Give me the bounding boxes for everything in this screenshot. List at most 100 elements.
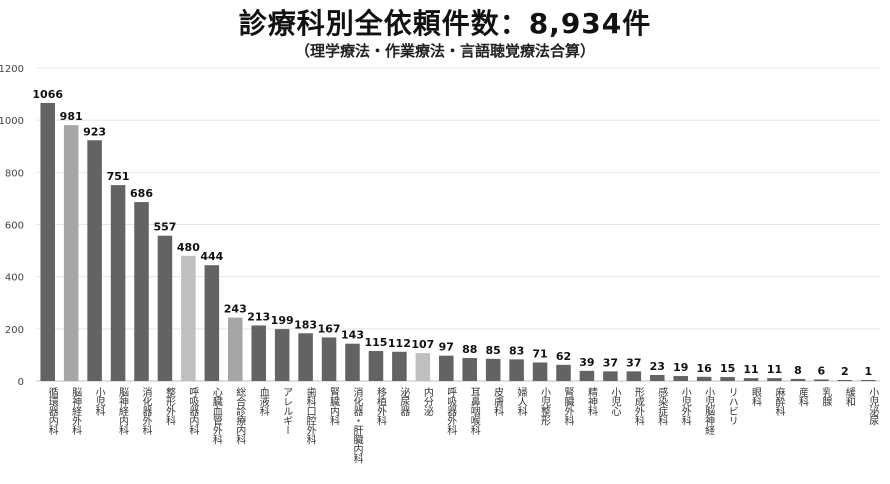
data-label: 213 (247, 310, 270, 323)
data-label: 107 (411, 338, 434, 351)
bar (87, 140, 102, 381)
bar (767, 378, 782, 381)
x-tick-label: 小児科 (93, 387, 105, 417)
x-tick-label: アレルギー (281, 387, 293, 435)
x-tick-label: 小児心 (609, 387, 621, 416)
x-tick-label: 脳神経内科 (117, 387, 129, 436)
data-label: 39 (579, 356, 594, 369)
bar (814, 379, 829, 381)
x-tick-label: 産科 (796, 386, 808, 408)
data-label: 981 (60, 110, 83, 123)
data-label: 1066 (32, 88, 63, 101)
x-tick-label: 循環器内科 (46, 386, 58, 436)
bar (251, 325, 266, 381)
y-tick-label: 200 (5, 325, 24, 336)
bar (415, 353, 431, 381)
y-tick-label: 600 (5, 221, 24, 232)
x-tick-label: 形成外科 (632, 387, 644, 427)
x-tick-label: リハビリ (726, 387, 738, 425)
bar (532, 362, 548, 381)
y-tick-label: 800 (5, 168, 24, 179)
bar (837, 380, 853, 381)
bar (228, 317, 243, 381)
bar (298, 333, 313, 381)
data-label: 37 (603, 356, 618, 369)
data-label: 183 (294, 318, 317, 331)
bar (650, 375, 665, 381)
bar (720, 377, 735, 381)
data-label: 143 (341, 329, 364, 342)
data-label: 167 (318, 322, 341, 335)
data-label: 1 (864, 365, 872, 378)
data-label: 23 (650, 360, 665, 373)
data-label: 444 (200, 250, 223, 263)
data-label: 88 (462, 343, 477, 356)
data-label: 243 (224, 303, 247, 316)
data-label: 686 (130, 187, 153, 200)
x-tick-label: 感染症科 (656, 386, 668, 427)
bar (63, 125, 79, 381)
bar (157, 235, 173, 381)
data-label: 923 (83, 125, 106, 138)
x-tick-label: 腎臓外科 (562, 387, 574, 427)
data-label: 6 (818, 364, 826, 377)
data-label: 15 (720, 362, 735, 375)
bar (603, 371, 618, 381)
data-label: 97 (439, 341, 454, 354)
bar (861, 380, 876, 381)
bar (368, 351, 384, 381)
x-tick-label: 内分泌 (421, 386, 433, 416)
bar (134, 202, 149, 381)
data-label: 16 (697, 362, 713, 375)
data-label: 11 (767, 363, 782, 376)
x-tick-label: 小児脳神経 (703, 387, 715, 435)
data-label: 199 (271, 314, 294, 327)
y-tick-label: 1200 (0, 64, 24, 75)
chart-title: 診療科別全依頼件数：8,934件 (238, 7, 652, 40)
x-tick-label: 小児整形 (539, 387, 551, 427)
bar (743, 378, 759, 381)
x-tick-label: 腎臓内科 (328, 387, 340, 427)
data-label: 112 (388, 337, 411, 350)
x-tick-label: 緩和 (843, 386, 855, 408)
data-label: 19 (673, 361, 688, 374)
x-tick-label: 歯科口腔外科 (304, 386, 316, 446)
bar (204, 265, 220, 381)
bar (673, 376, 688, 381)
bar (485, 358, 501, 381)
data-label: 71 (532, 347, 547, 360)
x-tick-label: 皮膚科 (492, 386, 504, 417)
data-label: 37 (626, 356, 641, 369)
x-tick-label: 乳腺 (820, 386, 832, 408)
data-label: 557 (153, 221, 176, 234)
x-tick-label: 心臓血管外科 (210, 387, 222, 446)
chart-subtitle: （理学療法・作業療法・言語聴覚療法合算） (294, 42, 595, 60)
data-label: 62 (556, 350, 571, 363)
data-label: 115 (364, 336, 387, 349)
bar (392, 351, 407, 381)
x-tick-label: 整形外科 (163, 386, 175, 427)
data-label: 480 (177, 241, 200, 254)
bar (696, 376, 712, 381)
bar (462, 358, 477, 381)
x-tick-label: 小児泌尿 (867, 387, 879, 426)
x-tick-label: 耳鼻咽喉科 (468, 387, 480, 436)
x-tick-label: 血液科 (257, 386, 269, 417)
y-tick-label: 0 (18, 377, 24, 388)
x-tick-label: 呼吸器外科 (445, 387, 457, 436)
x-tick-label: 婦人科 (515, 387, 527, 417)
x-tick-label: 総合診療内科 (234, 386, 246, 446)
y-tick-label: 400 (5, 273, 24, 284)
bar (579, 370, 595, 381)
x-tick-label: 精神科 (585, 386, 597, 417)
x-tick-label: 呼吸器内科 (187, 387, 199, 436)
bar (181, 255, 196, 381)
bar (345, 343, 360, 381)
bar (274, 329, 290, 381)
x-tick-label: 移植外科 (374, 386, 386, 427)
x-tick-label: 眼科 (750, 387, 762, 408)
bar (509, 359, 524, 381)
bar (110, 185, 126, 381)
bar (626, 371, 642, 381)
